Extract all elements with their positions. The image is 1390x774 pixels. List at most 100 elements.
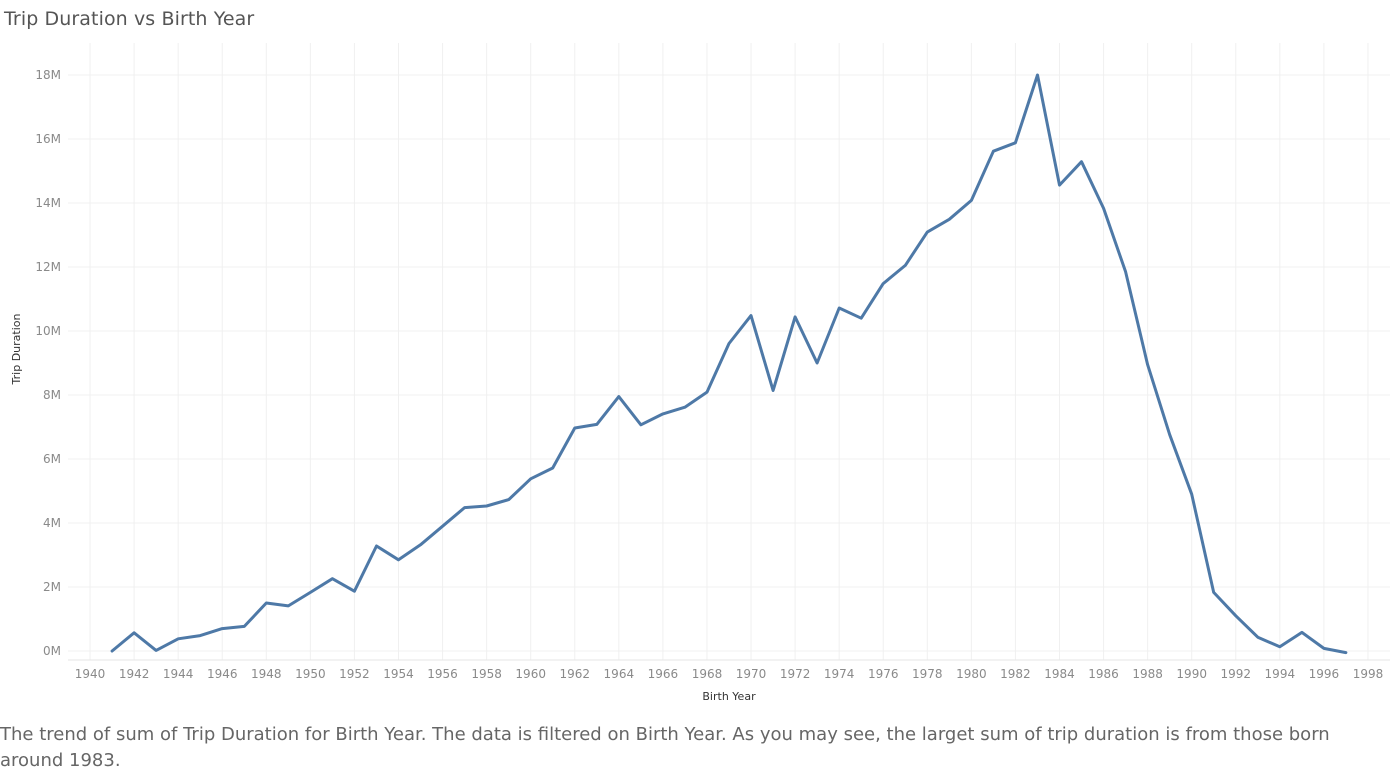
data-point	[749, 314, 753, 318]
data-point	[947, 217, 951, 221]
y-axis-ticks: 0M 2M 4M 6M 8M 10M 12M 14M 16M 18M	[35, 68, 61, 658]
y-tick-label: 0M	[43, 644, 61, 658]
data-point	[507, 498, 511, 502]
x-tick-label: 1966	[648, 667, 679, 681]
data-point	[837, 306, 841, 310]
x-tick-label: 1960	[515, 667, 546, 681]
x-tick-label: 1980	[956, 667, 987, 681]
x-tick-label: 1948	[251, 667, 282, 681]
x-tick-label: 1996	[1309, 667, 1340, 681]
x-axis-title: Birth Year	[702, 690, 756, 703]
data-point	[925, 230, 929, 234]
data-point	[110, 649, 114, 653]
data-point	[793, 315, 797, 319]
data-point	[375, 544, 379, 548]
data-point	[1278, 645, 1282, 649]
data-point	[991, 149, 995, 153]
data-point	[330, 577, 334, 581]
x-tick-label: 1962	[559, 667, 590, 681]
x-tick-label: 1942	[119, 667, 150, 681]
x-tick-label: 1990	[1176, 667, 1207, 681]
data-point	[705, 390, 709, 394]
x-tick-label: 1954	[383, 667, 414, 681]
data-point	[264, 601, 268, 605]
y-tick-label: 14M	[35, 196, 61, 210]
x-tick-label: 1976	[868, 667, 899, 681]
data-point	[969, 198, 973, 202]
data-point	[220, 627, 224, 631]
x-tick-label: 1984	[1044, 667, 1075, 681]
x-axis-ticks: 1940 1942 1944 1946 1948 1950 1952 1954 1956 1958…	[75, 667, 1383, 681]
data-point	[903, 263, 907, 267]
x-tick-label: 1986	[1088, 667, 1119, 681]
data-point	[308, 590, 312, 594]
y-tick-label: 2M	[43, 580, 61, 594]
data-point	[573, 426, 577, 430]
data-point	[551, 466, 555, 470]
x-tick-label: 1994	[1265, 667, 1296, 681]
line-chart: 1940 1942 1944 1946 1948 1950 1952 1954 1956 1958…	[10, 43, 1390, 703]
x-tick-label: 1950	[295, 667, 326, 681]
data-point	[529, 477, 533, 481]
data-point	[683, 405, 687, 409]
data-point	[441, 524, 445, 528]
data-point	[595, 422, 599, 426]
x-tick-label: 1992	[1220, 667, 1251, 681]
data-point	[132, 631, 136, 635]
data-point	[1013, 141, 1017, 145]
data-point	[463, 506, 467, 510]
data-point	[1102, 206, 1106, 210]
y-tick-label: 4M	[43, 516, 61, 530]
data-point	[1190, 492, 1194, 496]
x-tick-label: 1952	[339, 667, 370, 681]
data-point	[1212, 590, 1216, 594]
data-point	[286, 604, 290, 608]
x-tick-label: 1968	[692, 667, 723, 681]
x-tick-label: 1974	[824, 667, 855, 681]
x-tick-label: 1982	[1000, 667, 1031, 681]
data-point	[639, 423, 643, 427]
data-point	[176, 637, 180, 641]
data-point	[198, 634, 202, 638]
x-tick-label: 1972	[780, 667, 811, 681]
data-point	[859, 316, 863, 320]
data-point	[1058, 183, 1062, 187]
data-point	[881, 282, 885, 286]
data-point	[419, 543, 423, 547]
data-point	[485, 504, 489, 508]
data-point	[771, 389, 775, 393]
data-point	[661, 412, 665, 416]
chart-title: Trip Duration vs Birth Year	[4, 8, 255, 30]
data-point	[1124, 270, 1128, 274]
data-point	[727, 342, 731, 346]
x-tick-label: 1940	[75, 667, 106, 681]
data-point	[1146, 363, 1150, 367]
y-tick-label: 6M	[43, 452, 61, 466]
series-line	[110, 73, 1348, 655]
data-point	[815, 361, 819, 365]
data-point	[1080, 160, 1084, 164]
data-point	[1300, 630, 1304, 634]
data-point	[352, 589, 356, 593]
data-point	[242, 624, 246, 628]
chart-caption: The trend of sum of Trip Duration for Bi…	[0, 724, 1330, 771]
data-point	[154, 648, 158, 652]
x-tick-label: 1970	[736, 667, 767, 681]
data-point	[1344, 651, 1348, 655]
data-point	[397, 558, 401, 562]
x-tick-label: 1946	[207, 667, 238, 681]
y-tick-label: 10M	[35, 324, 61, 338]
x-tick-label: 1944	[163, 667, 194, 681]
gridlines	[68, 43, 1390, 661]
x-tick-label: 1978	[912, 667, 943, 681]
data-point	[1322, 646, 1326, 650]
data-point	[1256, 635, 1260, 639]
data-point	[1234, 614, 1238, 618]
x-tick-label: 1958	[471, 667, 502, 681]
x-tick-label: 1998	[1353, 667, 1384, 681]
y-tick-label: 8M	[43, 388, 61, 402]
y-tick-label: 16M	[35, 132, 61, 146]
series-trip-duration	[110, 73, 1348, 655]
data-point	[1168, 433, 1172, 437]
y-tick-label: 12M	[35, 260, 61, 274]
